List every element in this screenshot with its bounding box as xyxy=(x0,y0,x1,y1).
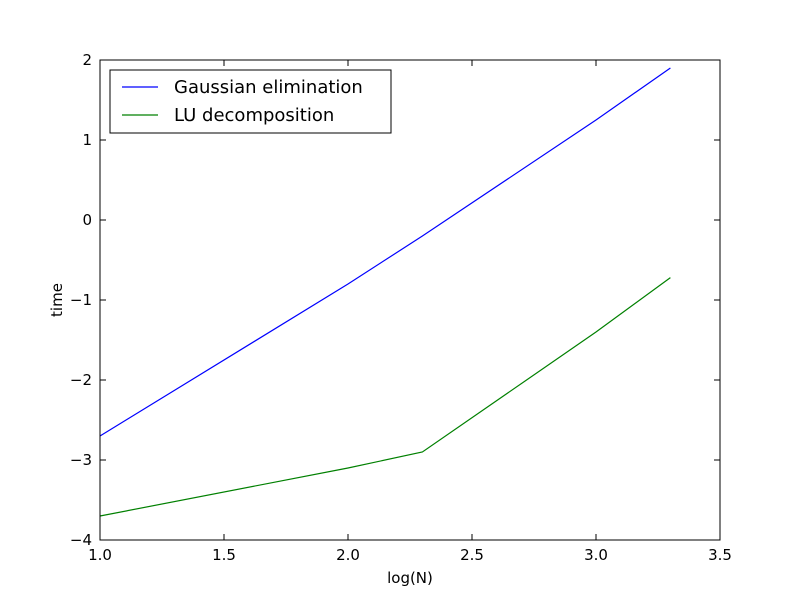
y-axis-label: time xyxy=(48,283,66,317)
y-tick-label-1: −3 xyxy=(70,451,92,469)
y-tick-label-5: 1 xyxy=(82,131,92,149)
series-line-0 xyxy=(99,67,671,437)
tick-labels: 1.0 1.5 2.0 2.5 3.0 3.5 −4 −3 −2 −1 0 1 2 xyxy=(70,51,732,564)
plot-area-frame xyxy=(99,59,721,541)
legend-frame xyxy=(109,69,392,134)
x-tick-label-5: 3.5 xyxy=(708,546,732,564)
y-tick-label-6: 2 xyxy=(82,51,92,69)
x-tick-label-2: 2.0 xyxy=(336,546,360,564)
plot-lines xyxy=(99,67,671,517)
y-tick-label-4: 0 xyxy=(82,211,92,229)
x-tick-label-3: 2.5 xyxy=(460,546,484,564)
x-tick-label-0: 1.0 xyxy=(88,546,112,564)
series-line-1 xyxy=(99,277,671,517)
legend-label-lu: LU decomposition xyxy=(174,105,334,126)
y-tick-label-0: −4 xyxy=(70,531,92,549)
legend-label-gaussian: Gaussian elimination xyxy=(174,77,363,98)
x-tick-label-1: 1.5 xyxy=(212,546,236,564)
legend: Gaussian elimination LU decomposition xyxy=(109,69,392,134)
x-axis-label: log(N) xyxy=(387,569,433,587)
y-tick-label-2: −2 xyxy=(70,371,92,389)
y-tick-label-3: −1 xyxy=(70,291,92,309)
x-tick-label-4: 3.0 xyxy=(584,546,608,564)
